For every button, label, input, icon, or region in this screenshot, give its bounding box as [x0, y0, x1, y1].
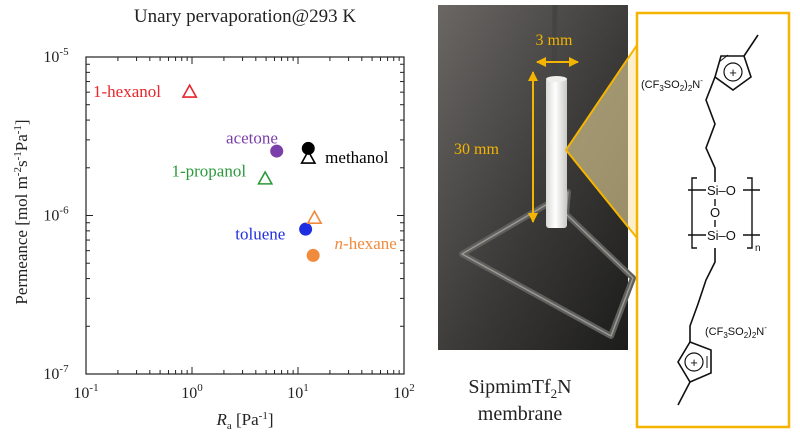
cation-charge-top: + — [729, 65, 737, 80]
si-o-bottom: Si–O — [707, 228, 736, 243]
y-tick-label: 10-6 — [43, 205, 69, 225]
propyl-chain-top — [705, 76, 716, 182]
si-o-top: Si–O — [707, 183, 736, 198]
y-axis-label: Permeance [mol m-2s-1Pa-1] — [12, 119, 31, 304]
label-toluene: toluene — [235, 224, 285, 243]
chart-title: Unary pervaporation@293 K — [134, 6, 356, 27]
membrane-tube — [546, 78, 567, 228]
propyl-chain-bottom — [689, 248, 716, 342]
imidazolium-ring-top — [714, 55, 752, 91]
wire-top — [551, 4, 558, 81]
label-methanol: methanol — [325, 148, 389, 167]
charge-circle-top — [723, 62, 743, 82]
label-propanol: 1-propanol — [171, 161, 246, 180]
x-axis-unit-exponent: -1 — [259, 410, 268, 422]
axis-ticks — [85, 57, 405, 375]
caption-end: N — [557, 376, 571, 398]
chemical-structure: + Si–O O Si–O n + (CF3SO2)2N- (CF3SO2)2N… — [635, 11, 791, 429]
anion-top: (CF3SO2)2N- — [641, 76, 703, 93]
caption-main: SipmimTf — [468, 376, 551, 398]
x-axis-unit: [Pa — [232, 410, 259, 429]
x-axis-unit-close: ] — [268, 410, 274, 429]
label-hexanol: 1-hexanol — [93, 82, 161, 101]
x-tick-label: 102 — [393, 382, 415, 402]
y-tick-label: 10-5 — [43, 46, 69, 66]
y-tick-label: 10-7 — [43, 363, 69, 383]
data-point-1-propanol — [257, 170, 274, 185]
bracket-left — [691, 177, 697, 249]
data-point-1-hexanol — [181, 83, 198, 98]
cation-charge-bottom: + — [690, 355, 698, 370]
structure-box — [635, 11, 791, 429]
scatter-chart: Unary pervaporation@293 K Permeance [mol… — [12, 6, 415, 432]
length-label: 30 mm — [454, 141, 499, 158]
tube-top-end — [546, 76, 567, 82]
data-point-n-hexane — [306, 248, 320, 262]
photo-caption-line2: membrane — [478, 403, 563, 425]
data-point-acetone — [270, 144, 284, 158]
caption-subscript: 2 — [551, 386, 558, 401]
label-hexane: n-hexane — [335, 234, 397, 253]
ring-top-methyl — [743, 34, 759, 57]
anion-bottom: (CF3SO2)2N- — [705, 323, 767, 340]
x-axis-label: Ra [Pa-1] — [215, 410, 273, 432]
membrane-photo: 3 mm 30 mm SipmimTf2N membrane — [438, 4, 636, 425]
x-tick-label: 10-1 — [73, 382, 98, 402]
ring-bottom-methyl — [677, 381, 691, 406]
x-tick-label: 101 — [287, 382, 309, 402]
x-axis-symbol: R — [215, 410, 227, 429]
imidazolium-ring-bottom — [677, 341, 712, 384]
repeat-subscript: n — [755, 243, 761, 254]
plot-frame — [85, 56, 405, 375]
axis-tick-labels: 10-1 100 101 102 10-7 10-6 10-5 — [43, 46, 414, 402]
x-tick-label: 100 — [181, 382, 203, 402]
data-point-methanol — [300, 149, 317, 164]
ring-top-double-bond — [718, 54, 729, 63]
charge-circle-bottom — [684, 352, 704, 372]
o-mid: O — [710, 205, 720, 220]
data-labels: 1-hexanol acetone methanol 1-propanol toluen… — [93, 82, 397, 253]
data-point-n-hexane — [306, 209, 323, 225]
bracket-right — [747, 177, 753, 249]
data-point-methanol — [301, 141, 315, 155]
data-point-toluene — [299, 222, 313, 236]
diameter-label: 3 mm — [536, 32, 573, 49]
data-points — [181, 83, 323, 262]
svg-text:Ra [Pa-1]: Ra [Pa-1] — [215, 410, 273, 432]
label-acetone: acetone — [226, 129, 278, 148]
photo-caption-line1: SipmimTf2N — [468, 376, 571, 401]
x-axis-subscript: a — [227, 420, 232, 432]
